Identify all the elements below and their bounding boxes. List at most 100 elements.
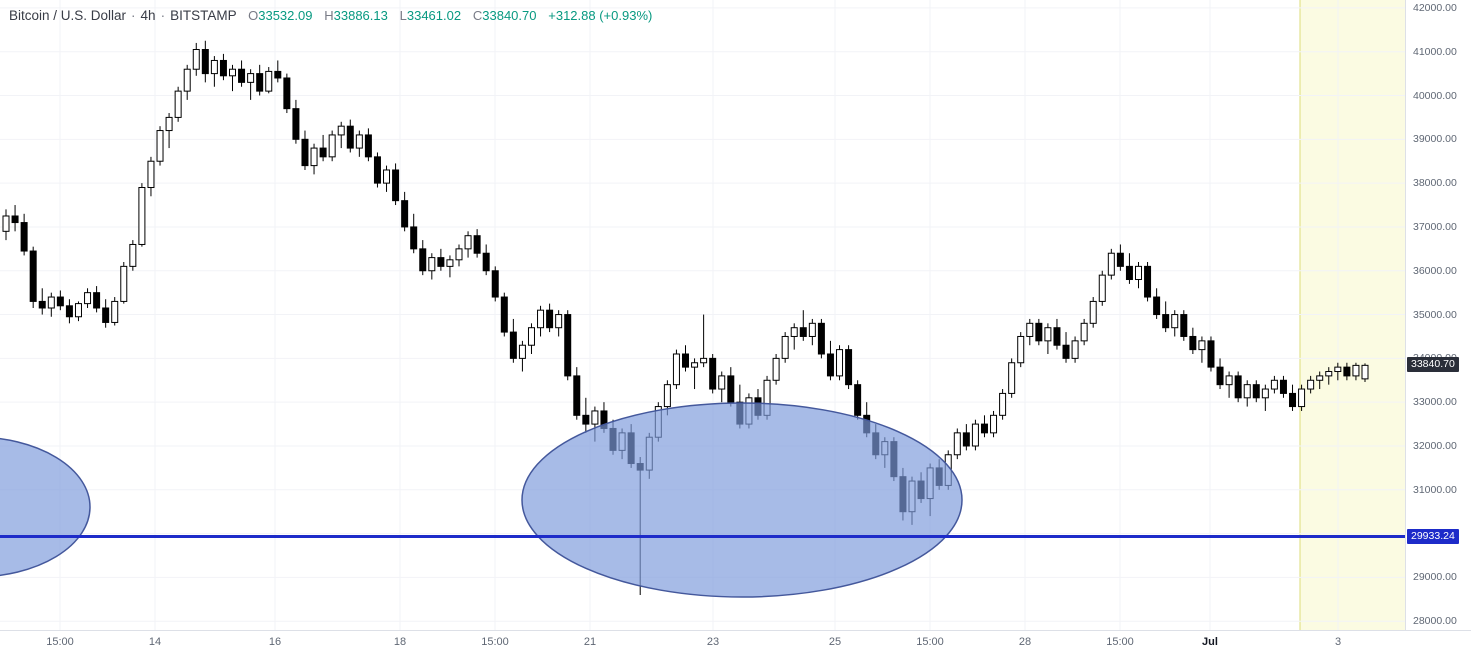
candle-up <box>1298 388 1306 408</box>
candle-up <box>990 414 998 434</box>
exchange-label[interactable]: BITSTAMP <box>170 8 237 23</box>
candle-up <box>355 134 363 149</box>
candle-down <box>292 108 300 140</box>
time-tick-label: 16 <box>268 636 282 648</box>
chart-plot-area[interactable]: Bitcoin / U.S. Dollar · 4h · BITSTAMP O33532… <box>0 0 1405 630</box>
candle-down <box>437 257 445 267</box>
candle-down <box>392 169 400 202</box>
candle-up <box>210 59 218 75</box>
symbol-title[interactable]: Bitcoin / U.S. Dollar <box>9 8 127 23</box>
candle-down <box>817 322 825 355</box>
candle-down <box>1189 335 1197 351</box>
candle-up <box>138 187 146 245</box>
price-tick-label: 28000.00 <box>1413 615 1457 628</box>
candle-up <box>229 68 236 77</box>
candle-up <box>1261 388 1269 399</box>
candle-up <box>1352 364 1360 377</box>
candle-down <box>373 156 381 184</box>
candle-down <box>1207 340 1215 368</box>
low-value: 33461.02 <box>406 8 462 23</box>
candle-down <box>582 414 590 425</box>
candle-up <box>111 300 119 323</box>
candle-down <box>1252 384 1260 399</box>
candle-up <box>165 116 173 132</box>
candle-down <box>1343 366 1351 377</box>
price-tick-label: 35000.00 <box>1413 308 1457 321</box>
candle-down <box>38 300 46 309</box>
candle-down <box>11 215 19 224</box>
candle-down <box>201 49 209 75</box>
candle-up <box>337 125 345 136</box>
price-tick-label: 29000.00 <box>1413 571 1457 584</box>
last-price-badge: 33840.70 <box>1407 357 1459 373</box>
time-axis[interactable]: 15:00 14 16 18 15:00 21 23 25 15:00 28 15:00 Jul 3 <box>0 630 1471 655</box>
candle-down <box>419 248 427 272</box>
candle-down <box>473 235 481 254</box>
candle-down <box>1125 265 1133 281</box>
candle-up <box>691 362 699 368</box>
candle-down <box>20 222 28 252</box>
candle-up <box>555 314 563 329</box>
time-tick-label-month: Jul <box>1202 636 1218 648</box>
candle-up <box>1198 340 1206 351</box>
candle-up <box>1270 379 1278 390</box>
candle-down <box>491 270 499 298</box>
time-tick-label: 14 <box>148 636 162 648</box>
candle-up <box>1107 252 1115 276</box>
candle-up <box>781 335 789 359</box>
candle-up <box>120 265 128 302</box>
candle-down <box>1234 375 1242 399</box>
candle-up <box>147 160 155 189</box>
highlight-ellipse[interactable] <box>0 437 91 577</box>
price-tick-label: 38000.00 <box>1413 177 1457 190</box>
candle-down <box>1279 379 1287 394</box>
candle-up <box>2 215 10 232</box>
candle-down <box>980 423 988 434</box>
close-value: 33840.70 <box>482 8 537 23</box>
time-tick-label: 3 <box>1334 636 1342 648</box>
open-label: O <box>248 8 259 23</box>
high-label: H <box>324 8 334 23</box>
candle-up <box>1325 371 1333 377</box>
price-tick-label: 40000.00 <box>1413 89 1457 102</box>
time-tick-label: 25 <box>828 636 842 648</box>
candle-up <box>1044 327 1052 342</box>
candle-up <box>74 303 82 318</box>
change-value: +312.88 (+0.93%) <box>548 8 653 23</box>
candle-down <box>727 375 735 403</box>
candle-down <box>56 296 64 307</box>
legend-separator: · <box>131 8 136 23</box>
candle-down <box>1162 314 1170 329</box>
candle-down <box>238 68 246 83</box>
candle-down <box>219 59 227 77</box>
candle-up <box>999 392 1007 416</box>
candle-down <box>682 353 689 368</box>
price-axis[interactable]: 33840.70 29933.24 42000.00 41000.00 40000.… <box>1405 0 1471 630</box>
candle-up <box>1316 375 1324 381</box>
candle-up <box>1071 340 1079 359</box>
chart-legend: Bitcoin / U.S. Dollar · 4h · BITSTAMP O33532… <box>9 8 652 23</box>
candle-up <box>1008 362 1016 394</box>
candle-down <box>319 147 327 158</box>
candle-down <box>573 375 581 416</box>
candle-up <box>971 423 979 447</box>
candle-up <box>1171 314 1179 329</box>
highlight-ellipse[interactable] <box>521 402 963 598</box>
candle-down <box>962 432 970 447</box>
candle-up <box>183 68 191 92</box>
open-value: 33532.09 <box>258 8 313 23</box>
price-tick-label: 31000.00 <box>1413 483 1457 496</box>
support-line-price-badge: 29933.24 <box>1407 528 1459 544</box>
candle-up <box>836 349 844 377</box>
candle-up <box>1361 364 1369 380</box>
candle-down <box>1289 392 1297 408</box>
interval-label[interactable]: 4h <box>140 8 156 23</box>
candle-down <box>1062 344 1070 359</box>
candle-up <box>328 134 336 158</box>
chart-svg[interactable] <box>0 0 1405 630</box>
candle-down <box>709 357 717 390</box>
candle-down <box>301 138 309 167</box>
candle-down <box>283 77 291 110</box>
low-label: L <box>399 8 407 23</box>
